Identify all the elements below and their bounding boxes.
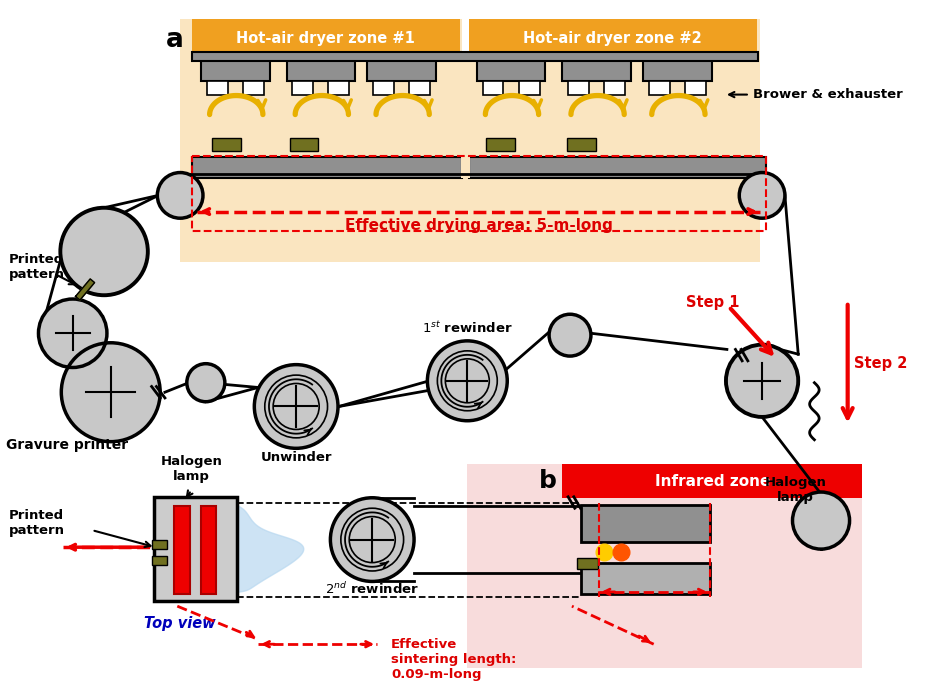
Circle shape xyxy=(726,344,798,417)
Bar xyxy=(605,81,625,94)
Text: b: b xyxy=(539,468,557,493)
Bar xyxy=(192,52,758,62)
Text: $1^{st}$ rewinder: $1^{st}$ rewinder xyxy=(422,320,513,335)
Circle shape xyxy=(60,208,148,295)
Text: $2^{nd}$ rewinder: $2^{nd}$ rewinder xyxy=(325,581,419,597)
Bar xyxy=(582,564,710,594)
Text: Effective drying area: 5-m-long: Effective drying area: 5-m-long xyxy=(344,218,613,233)
Bar xyxy=(685,81,706,94)
Text: Hot-air dryer zone #2: Hot-air dryer zone #2 xyxy=(523,31,702,46)
Text: Brower & exhauster: Brower & exhauster xyxy=(729,88,902,101)
Bar xyxy=(567,139,595,150)
Text: Gravure printer: Gravure printer xyxy=(6,438,129,452)
Text: Top view: Top view xyxy=(144,616,216,631)
Text: Printed
pattern: Printed pattern xyxy=(9,510,65,538)
Bar xyxy=(287,57,355,81)
Circle shape xyxy=(549,314,591,356)
Bar xyxy=(192,20,459,52)
Bar xyxy=(562,463,862,498)
Bar xyxy=(243,81,264,94)
Bar xyxy=(582,505,710,542)
Polygon shape xyxy=(76,279,94,300)
Text: Halogen
lamp: Halogen lamp xyxy=(160,454,222,482)
Bar xyxy=(152,540,167,549)
Circle shape xyxy=(331,498,414,582)
Bar xyxy=(519,81,540,94)
Bar xyxy=(154,497,237,601)
Bar xyxy=(181,20,760,262)
Circle shape xyxy=(255,365,338,448)
Circle shape xyxy=(428,341,507,421)
Text: Hot-air dryer zone #1: Hot-air dryer zone #1 xyxy=(236,31,415,46)
Circle shape xyxy=(739,173,785,218)
Bar xyxy=(212,139,241,150)
Text: Step 1: Step 1 xyxy=(686,295,740,309)
Bar xyxy=(373,81,394,94)
Bar xyxy=(329,81,349,94)
Bar xyxy=(201,506,217,594)
Bar xyxy=(569,81,589,94)
Bar xyxy=(192,158,461,178)
Bar xyxy=(461,20,469,52)
Bar xyxy=(482,81,504,94)
Polygon shape xyxy=(156,503,304,595)
Circle shape xyxy=(157,173,203,218)
Bar xyxy=(468,463,862,668)
Bar xyxy=(562,57,631,81)
Circle shape xyxy=(39,299,106,368)
Circle shape xyxy=(61,343,160,442)
Bar xyxy=(649,81,669,94)
Text: Infrared zone: Infrared zone xyxy=(655,474,770,489)
Circle shape xyxy=(187,364,225,402)
Text: Printed
pattern: Printed pattern xyxy=(9,253,65,281)
Bar xyxy=(293,81,313,94)
Text: Unwinder: Unwinder xyxy=(260,451,332,463)
Bar xyxy=(477,57,545,81)
Bar xyxy=(206,81,228,94)
Bar xyxy=(409,81,431,94)
Bar xyxy=(577,558,597,569)
Bar xyxy=(468,20,757,52)
Text: Effective
sintering length:
0.09-m-long: Effective sintering length: 0.09-m-long xyxy=(392,638,517,680)
Bar xyxy=(192,156,766,230)
Bar xyxy=(368,57,436,81)
Bar xyxy=(460,158,470,178)
Text: Halogen
lamp: Halogen lamp xyxy=(765,476,826,504)
Text: Step 2: Step 2 xyxy=(855,356,907,372)
Bar xyxy=(469,158,766,178)
Bar xyxy=(290,139,318,150)
Bar xyxy=(152,556,167,566)
Circle shape xyxy=(793,492,849,549)
Bar xyxy=(174,506,190,594)
Bar xyxy=(644,57,712,81)
Bar xyxy=(486,139,515,150)
Bar xyxy=(201,57,269,81)
Text: a: a xyxy=(166,27,183,53)
